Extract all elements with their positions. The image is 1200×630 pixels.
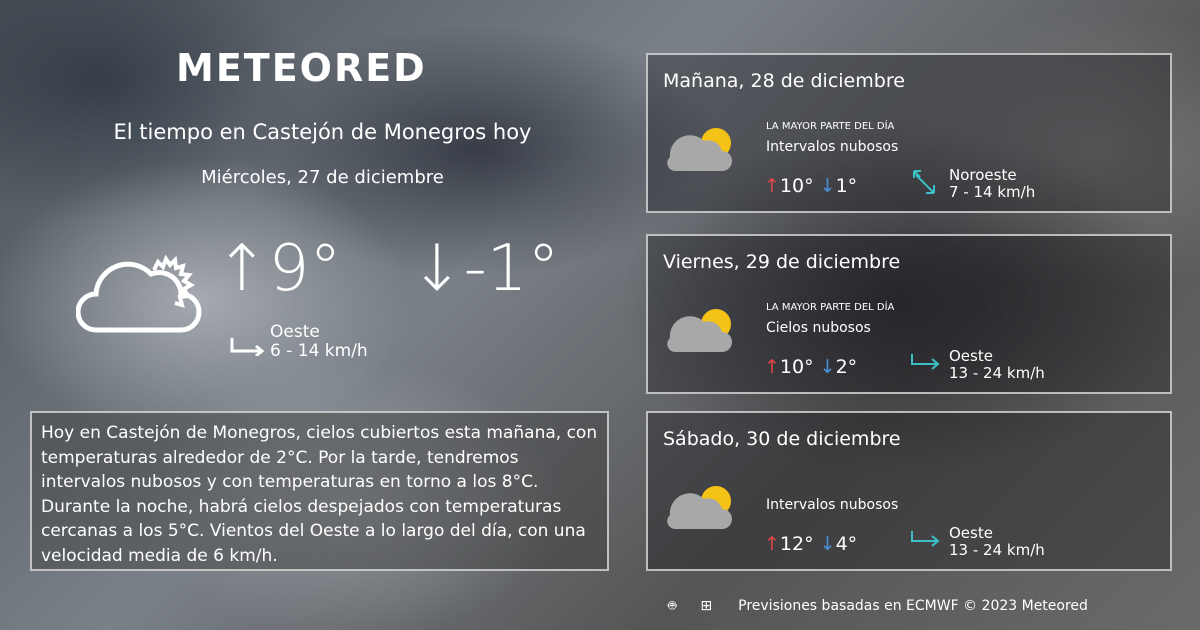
forecast-card[interactable]: Sábado, 30 de diciembre Intervalos nubos… — [646, 411, 1172, 571]
forecast-temps: ↑10° ↓2° — [764, 356, 858, 378]
forecast-temps: ↑10° ↓1° — [764, 175, 858, 197]
partly-cloudy-icon — [667, 128, 732, 172]
wind-direction-icon — [913, 170, 935, 194]
windows-icon[interactable]: ⊞ — [700, 598, 713, 614]
forecast-condition: Cielos nubosos — [766, 320, 871, 336]
forecast-wind: Oeste 13 - 24 km/h — [949, 347, 1045, 382]
arrow-up-icon: ↑ — [764, 356, 780, 378]
arrow-down-icon: ↓ — [819, 533, 836, 555]
forecast-temps: ↑12° ↓4° — [764, 533, 858, 555]
today-min: ↓-1° — [410, 232, 560, 306]
forecast-most-of-day: LA MAYOR PARTE DEL DÍA — [766, 121, 895, 132]
forecast-most-of-day: LA MAYOR PARTE DEL DÍA — [766, 302, 895, 313]
partly-cloudy-icon — [76, 254, 202, 333]
forecast-condition: Intervalos nubosos — [766, 497, 899, 513]
weather-description: Hoy en Castejón de Monegros, cielos cubi… — [30, 411, 609, 571]
forecast-condition: Intervalos nubosos — [766, 139, 899, 155]
forecast-day: Mañana, 28 de diciembre — [663, 70, 905, 92]
partly-cloudy-icon — [667, 486, 732, 530]
forecast-card[interactable]: Viernes, 29 de diciembre LA MAYOR PARTE … — [646, 234, 1172, 394]
wind-direction-icon — [911, 354, 940, 370]
arrow-up-icon: ↑ — [764, 175, 780, 197]
arrow-down-icon: ↓ — [410, 232, 464, 306]
today-max: ↑9° — [215, 232, 342, 306]
arrow-up-icon: ↑ — [764, 533, 780, 555]
wind-west-icon — [230, 338, 265, 356]
arrow-down-icon: ↓ — [819, 175, 836, 197]
forecast-day: Sábado, 30 de diciembre — [663, 428, 901, 450]
forecast-day: Viernes, 29 de diciembre — [663, 251, 901, 273]
wind-direction-icon — [911, 531, 940, 547]
footer-text: Previsiones basadas en ECMWF © 2023 Mete… — [738, 598, 1088, 614]
footer: 🤖︎ ⊞ Previsiones basadas en ECMWF © 2023… — [668, 596, 1088, 616]
android-icon[interactable]: 🤖︎ — [668, 598, 677, 614]
forecast-wind: Oeste 13 - 24 km/h — [949, 524, 1045, 559]
meteored-logo[interactable]: METEORED — [176, 46, 427, 90]
today-wind: Oeste 6 - 14 km/h — [270, 322, 368, 361]
forecast-card[interactable]: Mañana, 28 de diciembre LA MAYOR PARTE D… — [646, 53, 1172, 213]
forecast-wind: Noroeste 7 - 14 km/h — [949, 166, 1036, 201]
page-title: El tiempo en Castejón de Monegros hoy — [113, 120, 532, 144]
arrow-up-icon: ↑ — [215, 232, 269, 306]
current-date: Miércoles, 27 de diciembre — [201, 167, 444, 188]
arrow-down-icon: ↓ — [819, 356, 836, 378]
partly-cloudy-icon — [667, 309, 732, 353]
